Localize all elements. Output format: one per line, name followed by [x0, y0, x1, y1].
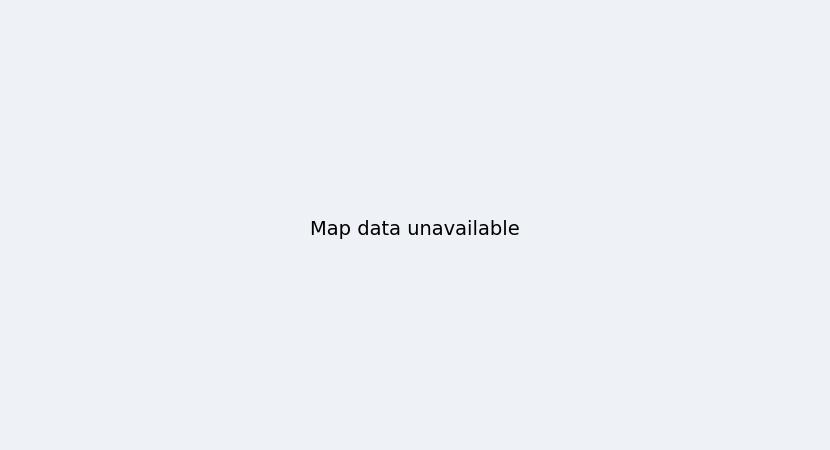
Text: Map data unavailable: Map data unavailable — [310, 220, 520, 239]
